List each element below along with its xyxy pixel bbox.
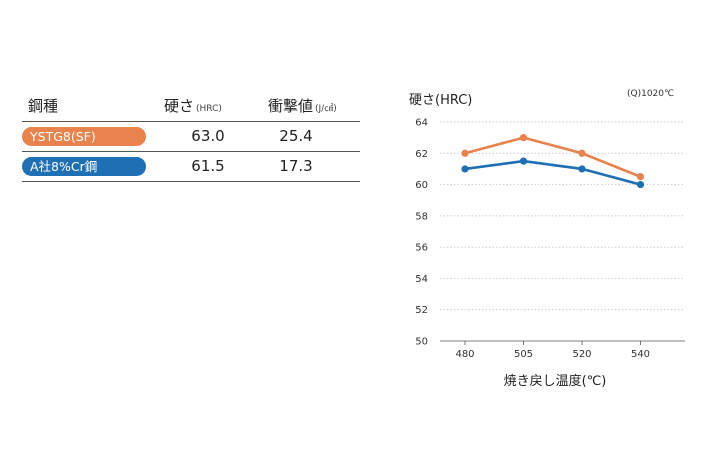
impact-value: 25.4	[279, 127, 313, 145]
hardness-chart: 硬さ(HRC) (Q)1020℃ 50 52 54 56 58 60 62 64 480 505…	[409, 89, 685, 389]
y-axis-label: 硬さ(HRC)	[409, 93, 472, 108]
series-line-0	[464, 136, 641, 178]
y-tick-layer: 50 52 54 56 58 60 62 64	[415, 118, 428, 348]
y-tick-label: 56	[415, 243, 428, 254]
y-tick-label: 58	[415, 211, 428, 222]
header-impact: 衝撃値 (J/㎠)	[268, 95, 337, 116]
y-tick-label: 50	[415, 337, 428, 348]
data-point	[461, 149, 469, 157]
series-layer	[461, 134, 645, 189]
y-tick-label: 60	[415, 180, 428, 191]
y-tick-label: 62	[415, 149, 428, 160]
header-impact-label: 衝撃値	[268, 97, 314, 115]
data-point	[578, 165, 586, 173]
data-point	[519, 134, 528, 142]
data-point	[461, 165, 469, 173]
header-hardness-label: 硬さ	[164, 97, 195, 115]
table-row: A社8%Cr鋼 61.5 17.3	[22, 152, 360, 182]
x-tick-label: 540	[631, 349, 650, 360]
data-point	[519, 157, 528, 165]
y-tick-label: 54	[415, 274, 428, 285]
impact-value: 17.3	[279, 157, 313, 175]
grade-pill-competitor: A社8%Cr鋼	[22, 157, 146, 176]
table-row: YSTG8(SF) 63.0 25.4	[22, 122, 360, 152]
data-point	[636, 180, 645, 189]
x-tick-label: 505	[514, 349, 533, 360]
hardness-value: 61.5	[191, 157, 225, 175]
grid-layer	[440, 121, 685, 342]
y-tick-label: 52	[415, 305, 428, 316]
data-point	[636, 173, 645, 181]
data-point	[578, 149, 586, 157]
x-tick-label: 520	[572, 349, 591, 360]
hardness-value: 63.0	[191, 127, 225, 145]
series-line-1	[464, 159, 641, 186]
header-hardness: 硬さ (HRC)	[164, 95, 222, 116]
y-tick-label: 64	[415, 118, 428, 129]
quench-annotation: (Q)1020℃	[627, 89, 674, 99]
table-header: 鋼種 硬さ (HRC) 衝撃値 (J/㎠)	[22, 88, 360, 122]
header-hardness-unit: (HRC)	[196, 104, 222, 114]
header-grade: 鋼種	[28, 97, 59, 115]
x-tick-layer: 480 505 520 540	[455, 341, 650, 360]
comparison-table: 鋼種 硬さ (HRC) 衝撃値 (J/㎠) YSTG8(SF) 63.0 25.4 …	[22, 88, 360, 182]
x-axis-label: 焼き戻し温度(℃)	[504, 373, 607, 389]
header-impact-unit: (J/㎠)	[315, 104, 337, 114]
x-tick-label: 480	[455, 349, 474, 360]
grade-pill-ystg8: YSTG8(SF)	[22, 127, 146, 146]
